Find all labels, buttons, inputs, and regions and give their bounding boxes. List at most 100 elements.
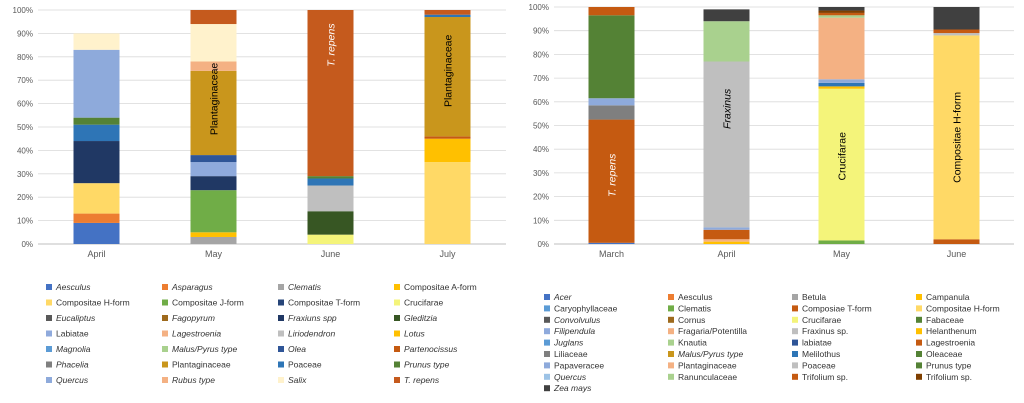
legend-swatch-acer [544, 294, 550, 300]
legend-swatch-magnolia [46, 346, 52, 352]
legend-swatch-quercus [544, 373, 550, 380]
legend-entry-eucaliptus: Eucaliptus [56, 313, 96, 323]
legend-swatch-labiatae [792, 339, 798, 346]
bar-annotation-plantaginaceae: Plantaginaceae [209, 63, 221, 136]
bar-seg-july-plantaginaceae [424, 17, 471, 137]
legend-swatch-aesculus [46, 284, 52, 290]
y-tick-label: 0% [537, 240, 549, 249]
bar-annotation-crucifarae: Crucifarae [837, 132, 849, 181]
legend-entry-poaceae: Poaceae [288, 360, 322, 370]
bar-seg-april-zea-mays [703, 9, 750, 22]
y-tick-label: 0% [21, 240, 33, 249]
legend-swatch-trifolium-sp [916, 373, 922, 380]
legend-entry-fraxiuns-spp: Fraxiuns spp [288, 313, 337, 323]
bar-seg-june-gleditzia [307, 211, 354, 235]
legend-entry-aesculus: Aesculus [55, 282, 91, 292]
bar-seg-may-helanthenum [818, 86, 865, 89]
legend-swatch-crucifarae [394, 299, 400, 306]
bar-seg-may-salix [190, 24, 237, 62]
bar-annotation-t-repens: T. repens [326, 23, 338, 67]
legend-swatch-lagestroenia [916, 339, 922, 346]
x-tick-label-june: June [947, 249, 967, 259]
legend-entry-lagestroenia: Lagestroenia [172, 329, 221, 339]
y-tick-label: 10% [533, 216, 549, 225]
legend-swatch-clematis [278, 284, 284, 290]
legend-swatch-aesculus [668, 294, 674, 300]
legend-entry-rubus-type: Rubus type [172, 375, 215, 385]
legend-swatch-lagestroenia [162, 330, 168, 337]
legend-entry-lagestroenia: Lagestroenia [926, 338, 975, 348]
legend-entry-labiatae: Labiatae [56, 329, 89, 339]
legend-entry-labiatae: labiatae [802, 338, 832, 348]
legend-entry-prunus-type: Prunus type [926, 360, 972, 370]
legend-entry-crucifarae: Crucifarae [802, 315, 841, 325]
legend-entry-trifolium-sp: Trifolium sp. [802, 372, 848, 382]
legend-swatch-fabaceae [916, 316, 922, 323]
bar-seg-april-ranunculaceae [703, 21, 750, 62]
legend-swatch-convolvulus [544, 316, 550, 323]
legend-swatch-zea-mays [544, 385, 550, 392]
legend-swatch-labiatae [46, 330, 52, 337]
bar-seg-april-papaveracee [703, 227, 750, 230]
legend-swatch-plantaginaceae [668, 362, 674, 369]
legend-swatch-plantaginaceae [162, 361, 168, 368]
legend-swatch-oleaceae [916, 351, 922, 357]
legend-entry-papaveracee: Papaveracee [554, 360, 604, 370]
legend-swatch-campanula [916, 294, 922, 300]
legend-swatch-eucaliptus [46, 315, 52, 321]
bar-seg-may-rubus-type [190, 61, 237, 71]
y-tick-label: 20% [533, 193, 549, 202]
bar-seg-may-plantaginaceae [190, 70, 237, 156]
y-tick-label: 40% [533, 145, 549, 154]
legend-swatch-prunus-type [916, 362, 922, 369]
bar-annotation-compositae-h-form: Compositae H-form [952, 92, 964, 183]
legend-entry-fabaceae: Fabaceae [926, 315, 964, 325]
x-tick-label-march: March [599, 249, 624, 259]
legend-swatch-compositae-a-form [394, 284, 400, 290]
legend-swatch-prunus-type [394, 361, 400, 368]
legend-swatch-poaceae [792, 362, 798, 369]
bar-seg-may-clematis [818, 240, 865, 244]
legend-entry-composiae-t-form: Composiae T-form [802, 303, 872, 313]
bar-seg-march-papaveracee [588, 98, 635, 106]
legend-swatch-phacelia [46, 361, 52, 368]
legend-entry-zea-mays: Zea mays [553, 383, 592, 393]
legend-swatch-lotus [394, 330, 400, 337]
legend-swatch-filipendula [544, 328, 550, 335]
legend-entry-compositae-h-form: Compositae H-form [56, 298, 130, 308]
bar-seg-may-labiatae [190, 162, 237, 177]
bar-seg-march-trifolium-sp [588, 7, 635, 16]
bar-seg-april-prunus-type [73, 117, 120, 125]
legend-swatch-composiae-t-form [792, 305, 798, 312]
bar-annotation-t-repens: T. repens [607, 153, 619, 197]
legend-entry-betula: Betula [802, 292, 826, 302]
bar-seg-march-prunus-type [588, 15, 635, 99]
bar-seg-may-compositae-a-form [190, 232, 237, 237]
legend-swatch-gleditzia [394, 315, 400, 321]
legend-entry-t-repens: T. repens [404, 375, 440, 385]
bar-seg-april-quercus [73, 49, 120, 118]
bar-seg-march-acer [588, 242, 635, 244]
bar-seg-july-poaceae [424, 14, 471, 18]
legend-entry-cornus: Cornus [678, 315, 705, 325]
bar-seg-april-asparagus [73, 213, 120, 223]
y-tick-label: 70% [533, 74, 549, 83]
bar-seg-may-trifolium-sp [818, 10, 865, 13]
legend-entry-fagopyrum: Fagopyrum [172, 313, 215, 323]
y-tick-label: 50% [17, 123, 33, 132]
legend-swatch-papaveracee [544, 362, 550, 369]
legend-swatch-fagopyrum [162, 315, 168, 321]
legend-entry-partenocissus: Partenocissus [404, 344, 458, 354]
legend-swatch-partenocissus [394, 346, 400, 352]
y-tick-label: 50% [533, 122, 549, 131]
y-tick-label: 80% [533, 50, 549, 59]
legend-entry-crucifarae: Crucifarae [404, 298, 443, 308]
legend-swatch-liriodendron [278, 330, 284, 337]
legend-swatch-betula [792, 294, 798, 300]
legend-entry-caryophyllaceae: Caryophyllaceae [554, 303, 618, 313]
y-tick-label: 90% [533, 27, 549, 36]
legend-entry-malus-pyrus-type: Malus/Pyrus type [678, 349, 743, 359]
legend-entry-plantaginaceae: Plantaginaceae [678, 360, 737, 370]
y-tick-label: 60% [17, 100, 33, 109]
bar-seg-may-clematis [190, 236, 237, 244]
